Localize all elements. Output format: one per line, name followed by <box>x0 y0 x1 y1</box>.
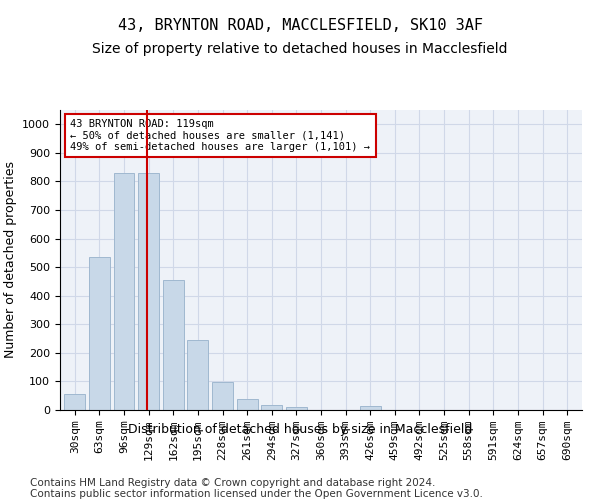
Bar <box>212 382 233 410</box>
Text: Distribution of detached houses by size in Macclesfield: Distribution of detached houses by size … <box>128 422 472 436</box>
Text: 43 BRYNTON ROAD: 119sqm
← 50% of detached houses are smaller (1,141)
49% of semi: 43 BRYNTON ROAD: 119sqm ← 50% of detache… <box>70 119 370 152</box>
Bar <box>138 173 159 410</box>
Bar <box>236 400 257 410</box>
Y-axis label: Number of detached properties: Number of detached properties <box>4 162 17 358</box>
Bar <box>286 406 307 410</box>
Text: Size of property relative to detached houses in Macclesfield: Size of property relative to detached ho… <box>92 42 508 56</box>
Text: 43, BRYNTON ROAD, MACCLESFIELD, SK10 3AF: 43, BRYNTON ROAD, MACCLESFIELD, SK10 3AF <box>118 18 482 32</box>
Bar <box>64 394 85 410</box>
Bar <box>360 406 381 410</box>
Bar <box>261 405 282 410</box>
Bar <box>163 280 184 410</box>
Bar <box>113 173 134 410</box>
Bar <box>89 257 110 410</box>
Text: Contains HM Land Registry data © Crown copyright and database right 2024.
Contai: Contains HM Land Registry data © Crown c… <box>30 478 483 499</box>
Bar <box>187 340 208 410</box>
